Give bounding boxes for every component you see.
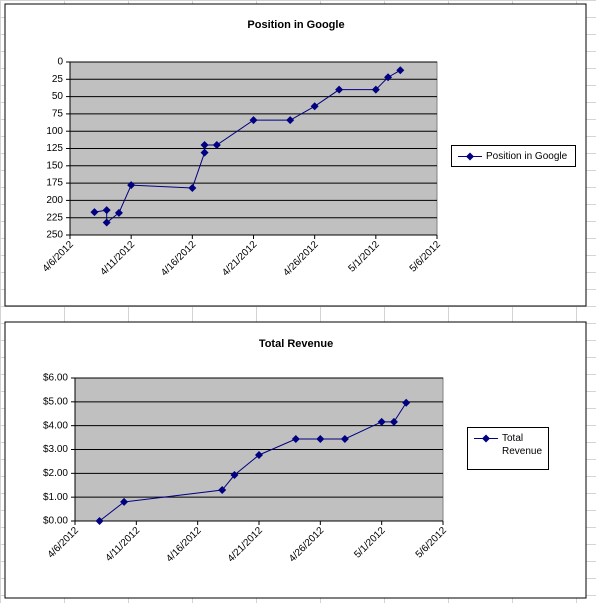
data-point <box>255 450 263 459</box>
y-tick-label: 125 <box>46 143 63 154</box>
y-tick-label: $2.00 <box>43 468 68 479</box>
legend-marker <box>482 434 490 443</box>
y-tick-label: $4.00 <box>43 420 68 431</box>
legend-label: Total Revenue <box>502 433 543 457</box>
data-point <box>218 486 227 495</box>
y-tick-label: 25 <box>52 74 64 85</box>
data-point <box>188 183 197 192</box>
y-tick-label: $0.00 <box>43 516 68 527</box>
y-tick-label: 50 <box>52 91 64 102</box>
y-tick-label: 100 <box>46 126 63 137</box>
data-point <box>310 102 319 111</box>
data-point <box>286 116 295 125</box>
data-point <box>389 417 398 426</box>
data-point <box>114 208 123 217</box>
data-point <box>200 141 209 150</box>
y-tick-label: 175 <box>46 178 63 189</box>
data-point <box>102 206 111 215</box>
legend: Total Revenue <box>467 427 549 470</box>
chart-title: Position in Google <box>247 19 344 31</box>
data-point <box>384 73 393 82</box>
data-point <box>212 141 221 150</box>
legend-swatch <box>458 152 482 161</box>
chart-title: Total Revenue <box>259 338 333 350</box>
data-point <box>316 435 325 444</box>
data-point <box>230 471 239 480</box>
legend-label: Position in Google <box>486 151 568 162</box>
y-tick-label: $3.00 <box>43 444 68 455</box>
data-point <box>249 116 258 125</box>
y-tick-label: 75 <box>52 109 64 120</box>
data-point <box>102 218 111 227</box>
data-point <box>340 435 349 444</box>
y-tick-label: 250 <box>46 230 63 241</box>
data-point <box>371 85 380 94</box>
data-point <box>90 208 99 217</box>
y-tick-label: $6.00 <box>43 373 68 384</box>
data-point <box>402 398 411 407</box>
data-point <box>95 517 104 525</box>
y-tick-label: 225 <box>46 212 63 223</box>
y-tick-label: $1.00 <box>43 492 68 503</box>
data-point <box>377 417 386 426</box>
legend-swatch <box>474 434 498 443</box>
data-point <box>335 85 344 94</box>
series-line <box>94 69 401 224</box>
legend-marker <box>466 152 474 161</box>
y-tick-label: $5.00 <box>43 396 68 407</box>
data-point <box>291 435 300 444</box>
y-tick-label: 0 <box>57 57 63 68</box>
data-point <box>396 66 405 75</box>
data-point <box>127 181 136 190</box>
data-point <box>200 148 209 157</box>
y-tick-label: 200 <box>46 195 63 206</box>
legend: Position in Google <box>451 145 576 167</box>
y-tick-label: 150 <box>46 160 63 171</box>
data-point <box>120 497 129 506</box>
